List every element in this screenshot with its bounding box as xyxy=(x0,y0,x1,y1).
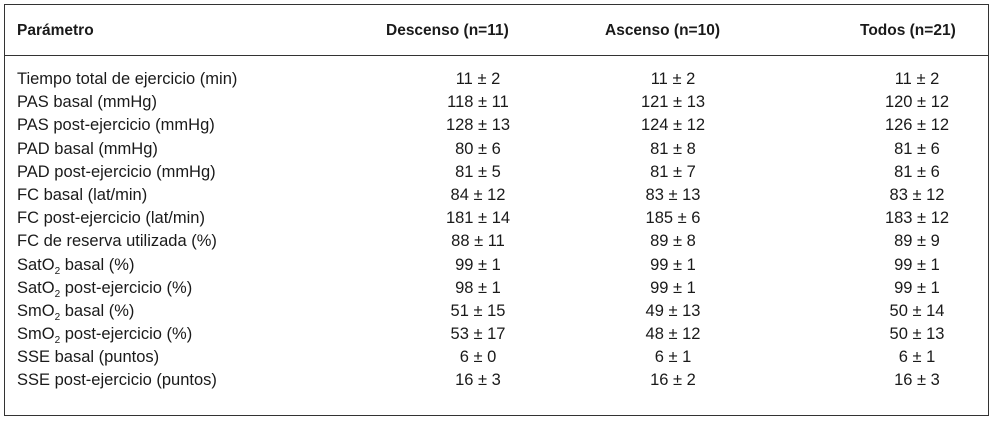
parameter-subscript: 2 xyxy=(54,288,61,300)
table-row: SmO2 post-ejercicio (%) 53 ± 17 48 ± 12 50 … xyxy=(5,322,988,347)
parameter-label: PAS post-ejercicio (mmHg) xyxy=(17,115,215,135)
value-todos: 16 ± 3 xyxy=(894,371,940,390)
value-todos: 81 ± 6 xyxy=(894,139,940,158)
parameter-label: SSE basal (puntos) xyxy=(17,347,159,367)
parameter-label: FC post-ejercicio (lat/min) xyxy=(17,208,205,228)
value-ascenso: 48 ± 12 xyxy=(645,325,701,344)
value-ascenso: 83 ± 13 xyxy=(645,185,701,204)
parameter-label-suffix: basal (%) xyxy=(60,301,135,320)
value-ascenso: 99 ± 1 xyxy=(650,278,696,297)
parameter-label-text: Tiempo total de ejercicio (min) xyxy=(17,70,238,88)
table-row: SSE basal (puntos) 6 ± 0 6 ± 1 6 ± 1 xyxy=(5,345,988,368)
value-descenso: 53 ± 17 xyxy=(450,325,506,344)
data-table: Parámetro Descenso (n=11) Ascenso (n=10)… xyxy=(4,4,989,416)
value-descenso: 11 ± 2 xyxy=(455,70,501,88)
parameter-label-text: SatO xyxy=(17,255,55,274)
table-row: SSE post-ejercicio (puntos) 16 ± 3 16 ± 2 1… xyxy=(5,368,988,391)
table-row: SatO2 basal (%) 99 ± 1 99 ± 1 99 ± 1 xyxy=(5,253,988,277)
value-descenso: 84 ± 12 xyxy=(450,185,506,204)
value-ascenso: 81 ± 7 xyxy=(650,162,696,181)
value-ascenso: 16 ± 2 xyxy=(650,371,696,390)
parameter-label: PAS basal (mmHg) xyxy=(17,92,157,112)
parameter-label: SatO2 post-ejercicio (%) xyxy=(17,278,193,300)
header-descenso: Descenso (n=11) xyxy=(386,22,509,39)
value-descenso: 118 ± 11 xyxy=(447,93,509,112)
parameter-label-text: FC post-ejercicio (lat/min) xyxy=(17,209,205,228)
parameter-label-text: SmO xyxy=(17,325,55,344)
value-descenso: 88 ± 11 xyxy=(451,232,505,251)
parameter-label-suffix: post-ejercicio (%) xyxy=(60,325,193,344)
value-descenso: 16 ± 3 xyxy=(455,371,501,390)
parameter-label-text: SatO xyxy=(17,278,55,297)
table-row: PAS post-ejercicio (mmHg) 128 ± 13 124 ± 1… xyxy=(5,113,988,136)
value-ascenso: 89 ± 8 xyxy=(650,232,696,251)
value-descenso: 81 ± 5 xyxy=(455,162,501,181)
value-descenso: 98 ± 1 xyxy=(455,278,501,297)
table-row: PAS basal (mmHg) 118 ± 11 121 ± 13 120 ± 12 xyxy=(5,90,988,113)
header-todos: Todos (n=21) xyxy=(860,22,956,39)
table-header: Parámetro Descenso (n=11) Ascenso (n=10)… xyxy=(5,5,988,56)
value-todos: 50 ± 14 xyxy=(889,301,945,320)
parameter-subscript: 2 xyxy=(54,335,61,347)
value-descenso: 51 ± 15 xyxy=(450,301,506,320)
table-row: FC basal (lat/min) 84 ± 12 83 ± 13 83 ± 12 xyxy=(5,183,988,206)
value-descenso: 80 ± 6 xyxy=(455,139,501,158)
value-ascenso: 99 ± 1 xyxy=(650,255,696,274)
parameter-label-text: PAD post-ejercicio (mmHg) xyxy=(17,162,216,181)
value-todos: 89 ± 9 xyxy=(894,232,940,251)
parameter-label-text: FC basal (lat/min) xyxy=(17,185,148,204)
parameter-label-suffix: basal (%) xyxy=(60,255,135,274)
value-ascenso: 49 ± 13 xyxy=(645,301,701,320)
value-ascenso: 124 ± 12 xyxy=(640,116,706,135)
table-row: PAD basal (mmHg) 80 ± 6 81 ± 8 81 ± 6 xyxy=(5,137,988,160)
table-row: Tiempo total de ejercicio (min) 11 ± 2 11 … xyxy=(5,67,988,90)
value-ascenso: 185 ± 6 xyxy=(645,209,701,228)
parameter-label-text: SSE post-ejercicio (puntos) xyxy=(17,371,217,390)
parameter-label-suffix: post-ejercicio (%) xyxy=(60,278,193,297)
header-ascenso: Ascenso (n=10) xyxy=(605,22,721,39)
value-todos: 183 ± 12 xyxy=(884,209,950,228)
parameter-label: PAD basal (mmHg) xyxy=(17,139,158,159)
value-todos: 83 ± 12 xyxy=(889,185,945,204)
table-body: Tiempo total de ejercicio (min) 11 ± 2 11 … xyxy=(5,67,988,392)
table-row: SatO2 post-ejercicio (%) 98 ± 1 99 ± 1 99 ±… xyxy=(5,276,988,300)
value-descenso: 99 ± 1 xyxy=(455,255,501,274)
parameter-subscript: 2 xyxy=(54,311,61,323)
value-ascenso: 81 ± 8 xyxy=(650,139,696,158)
parameter-label: FC de reserva utilizada (%) xyxy=(17,231,217,251)
parameter-label-text: PAS basal (mmHg) xyxy=(17,93,157,112)
value-descenso: 6 ± 0 xyxy=(459,348,497,367)
value-ascenso: 121 ± 13 xyxy=(640,93,706,112)
value-ascenso: 6 ± 1 xyxy=(654,348,692,367)
value-todos: 126 ± 12 xyxy=(884,116,950,135)
parameter-label: SmO2 basal (%) xyxy=(17,301,135,323)
parameter-label-text: SmO xyxy=(17,301,55,320)
table-row: FC de reserva utilizada (%) 88 ± 11 89 ± 8… xyxy=(5,229,988,252)
value-todos: 99 ± 1 xyxy=(894,278,940,297)
parameter-label: Tiempo total de ejercicio (min) xyxy=(17,69,237,89)
value-ascenso: 11 ± 2 xyxy=(650,70,696,88)
parameter-label-text: PAD basal (mmHg) xyxy=(17,139,158,158)
parameter-label: SSE post-ejercicio (puntos) xyxy=(17,370,217,390)
parameter-label-text: FC de reserva utilizada (%) xyxy=(17,232,217,251)
parameter-label-text: SSE basal (puntos) xyxy=(17,348,160,367)
value-descenso: 128 ± 13 xyxy=(445,116,511,135)
value-todos: 11 ± 2 xyxy=(894,70,940,88)
value-todos: 120 ± 12 xyxy=(884,93,950,112)
table-row: FC post-ejercicio (lat/min) 181 ± 14 185 ±… xyxy=(5,206,988,229)
parameter-label: SatO2 basal (%) xyxy=(17,255,135,277)
parameter-subscript: 2 xyxy=(54,265,61,277)
parameter-label: PAD post-ejercicio (mmHg) xyxy=(17,162,216,182)
value-todos: 6 ± 1 xyxy=(898,348,936,367)
value-todos: 81 ± 6 xyxy=(894,162,940,181)
value-descenso: 181 ± 14 xyxy=(445,209,511,228)
parameter-label: FC basal (lat/min) xyxy=(17,185,147,205)
table-row: SmO2 basal (%) 51 ± 15 49 ± 13 50 ± 14 xyxy=(5,299,988,323)
header-parametro: Parámetro xyxy=(17,22,94,39)
value-todos: 99 ± 1 xyxy=(894,255,940,274)
table-row: PAD post-ejercicio (mmHg) 81 ± 5 81 ± 7 81 … xyxy=(5,160,988,183)
parameter-label: SmO2 post-ejercicio (%) xyxy=(17,324,193,347)
parameter-label-text: PAS post-ejercicio (mmHg) xyxy=(17,116,215,135)
value-todos: 50 ± 13 xyxy=(889,325,945,344)
